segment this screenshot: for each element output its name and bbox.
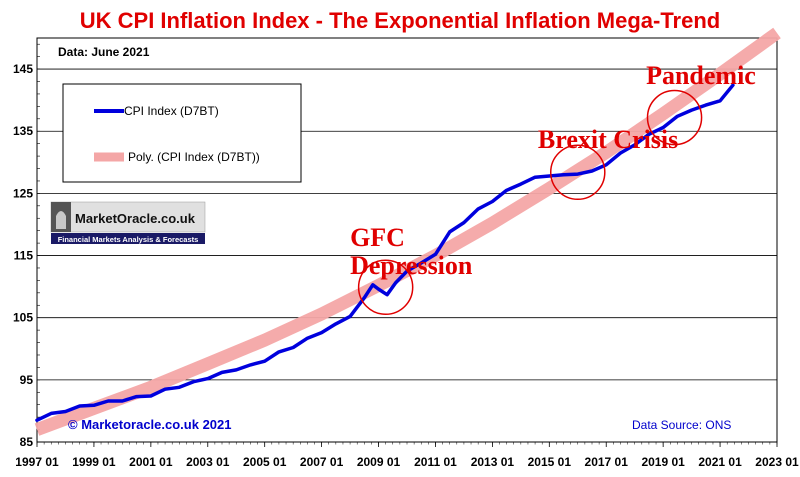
chart-subtitle: Data: June 2021 xyxy=(58,45,150,59)
x-tick-label: 2015 01 xyxy=(528,455,572,469)
x-tick-label: 2011 01 xyxy=(414,455,457,469)
data-source: Data Source: ONS xyxy=(632,418,731,432)
legend-box xyxy=(62,83,302,183)
y-tick-label: 95 xyxy=(20,373,34,387)
annotation-circles xyxy=(357,89,703,316)
chart-title: UK CPI Inflation Index - The Exponential… xyxy=(80,8,720,33)
legend-poly-label: Poly. (CPI Index (D7BT)) xyxy=(128,150,260,164)
legend-cpi-label: CPI Index (D7BT) xyxy=(124,104,219,118)
highlight-circle-pandemic xyxy=(646,89,703,146)
marketoracle-logo: MarketOracle.co.uk Financial Markets Ana… xyxy=(50,201,206,244)
y-axis: 85 95 105 115 125 135 145 xyxy=(13,43,40,449)
x-tick-label: 2017 01 xyxy=(585,455,629,469)
x-tick-label: 2007 01 xyxy=(300,455,344,469)
y-tick-label: 125 xyxy=(13,186,33,200)
y-tick-label: 145 xyxy=(13,62,33,76)
annotation-label: Brexit Crisis xyxy=(538,125,678,154)
series-cpi-line xyxy=(35,83,735,422)
logo-tagline: Financial Markets Analysis & Forecasts xyxy=(58,235,199,244)
x-tick-label: 2005 01 xyxy=(243,455,287,469)
y-tick-label: 85 xyxy=(20,435,34,449)
highlight-circle-gfc xyxy=(357,259,414,316)
x-tick-label: 1999 01 xyxy=(72,455,116,469)
logo-tagline-bar xyxy=(51,233,205,244)
x-tick-label: 1997 01 xyxy=(15,455,59,469)
x-tick-label: 2009 01 xyxy=(357,455,401,469)
x-tick-label: 2013 01 xyxy=(471,455,515,469)
x-tick-label: 2023 01 xyxy=(755,455,799,469)
x-axis: 1997 01 1999 01 2001 01 2003 01 2005 01 2007 … xyxy=(15,442,799,469)
x-tick-label: 2019 01 xyxy=(641,455,685,469)
logo-name: MarketOracle.co.uk xyxy=(75,211,196,226)
x-tick-label: 2003 01 xyxy=(186,455,230,469)
y-tick-label: 105 xyxy=(13,311,33,325)
y-tick-label: 115 xyxy=(14,249,34,263)
annotation-label: Depression xyxy=(350,251,473,280)
highlight-circle-brexit xyxy=(549,144,606,201)
x-tick-label: 2021 01 xyxy=(698,455,742,469)
annotation-label: Pandemic xyxy=(646,61,756,90)
logo-statue-icon xyxy=(56,211,66,229)
legend: CPI Index (D7BT) Poly. (CPI Index (D7BT)… xyxy=(62,83,302,183)
x-tick-label: 2001 01 xyxy=(129,455,173,469)
logo-background xyxy=(50,201,206,233)
y-tick-label: 135 xyxy=(13,124,33,138)
annotation-label: GFC xyxy=(350,223,405,252)
copyright-credit: © Marketoracle.co.uk 2021 xyxy=(68,417,232,432)
